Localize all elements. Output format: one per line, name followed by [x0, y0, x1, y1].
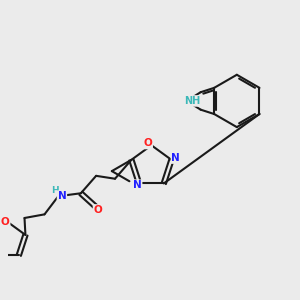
Text: N: N [133, 180, 142, 190]
Text: N: N [171, 153, 180, 163]
Text: O: O [94, 205, 102, 215]
Text: N: N [58, 191, 66, 201]
Text: O: O [1, 218, 10, 227]
Text: O: O [143, 139, 152, 148]
Text: NH: NH [184, 96, 200, 106]
Text: H: H [52, 186, 59, 195]
